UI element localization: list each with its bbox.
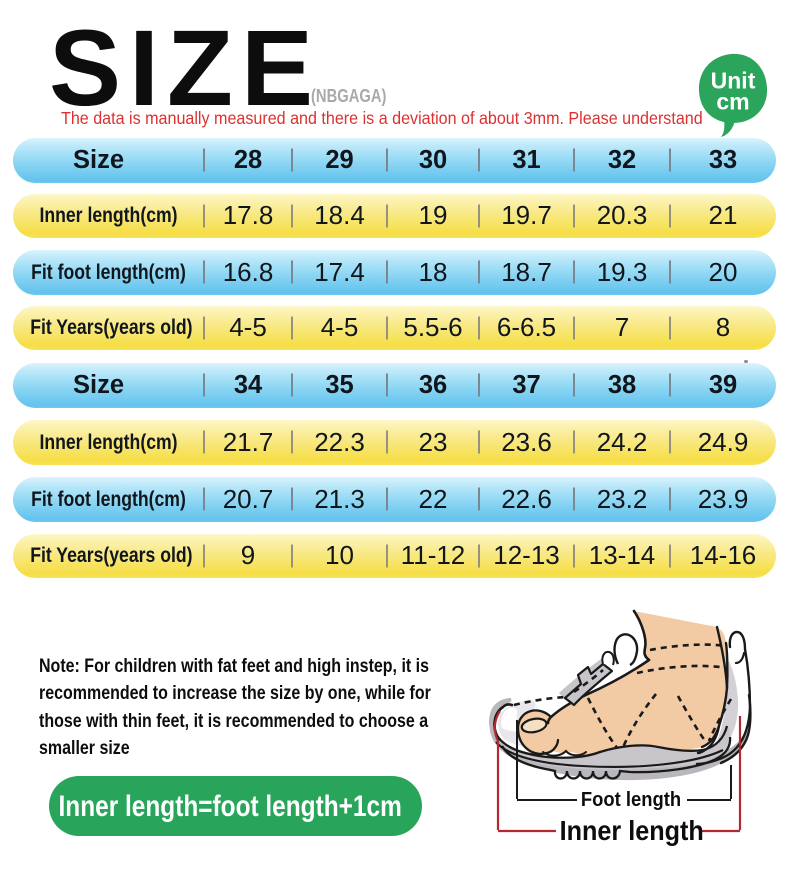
svg-text:cm: cm	[716, 89, 749, 115]
svg-text:Unit: Unit	[711, 68, 756, 94]
